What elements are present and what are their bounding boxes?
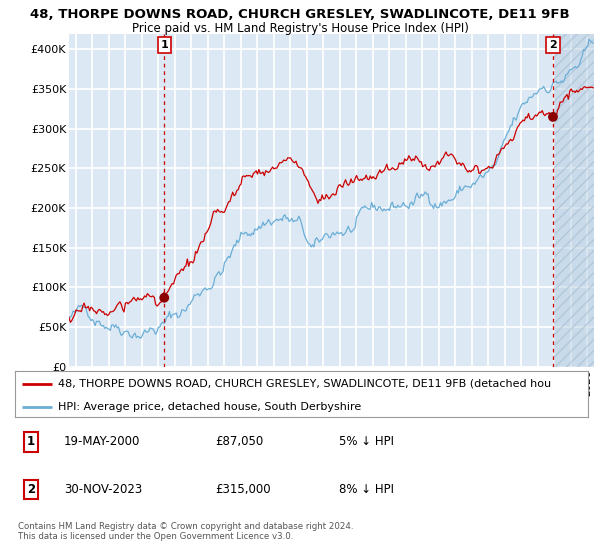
- Text: 2: 2: [27, 483, 35, 496]
- Text: 48, THORPE DOWNS ROAD, CHURCH GRESLEY, SWADLINCOTE, DE11 9FB: 48, THORPE DOWNS ROAD, CHURCH GRESLEY, S…: [30, 8, 570, 21]
- Text: £87,050: £87,050: [215, 435, 264, 449]
- Text: 30-NOV-2023: 30-NOV-2023: [64, 483, 142, 496]
- Text: 5% ↓ HPI: 5% ↓ HPI: [339, 435, 394, 449]
- Text: Contains HM Land Registry data © Crown copyright and database right 2024.
This d: Contains HM Land Registry data © Crown c…: [18, 522, 353, 542]
- Text: 48, THORPE DOWNS ROAD, CHURCH GRESLEY, SWADLINCOTE, DE11 9FB (detached hou: 48, THORPE DOWNS ROAD, CHURCH GRESLEY, S…: [58, 379, 551, 389]
- Text: 8% ↓ HPI: 8% ↓ HPI: [339, 483, 394, 496]
- Text: 1: 1: [160, 40, 168, 50]
- Text: 1: 1: [27, 435, 35, 449]
- Text: Price paid vs. HM Land Registry's House Price Index (HPI): Price paid vs. HM Land Registry's House …: [131, 22, 469, 35]
- Text: 2: 2: [549, 40, 557, 50]
- Text: HPI: Average price, detached house, South Derbyshire: HPI: Average price, detached house, Sout…: [58, 402, 361, 412]
- Point: [160, 293, 169, 302]
- Text: 19-MAY-2000: 19-MAY-2000: [64, 435, 140, 449]
- Text: £315,000: £315,000: [215, 483, 271, 496]
- Bar: [554, 34, 600, 367]
- Point: [548, 113, 558, 122]
